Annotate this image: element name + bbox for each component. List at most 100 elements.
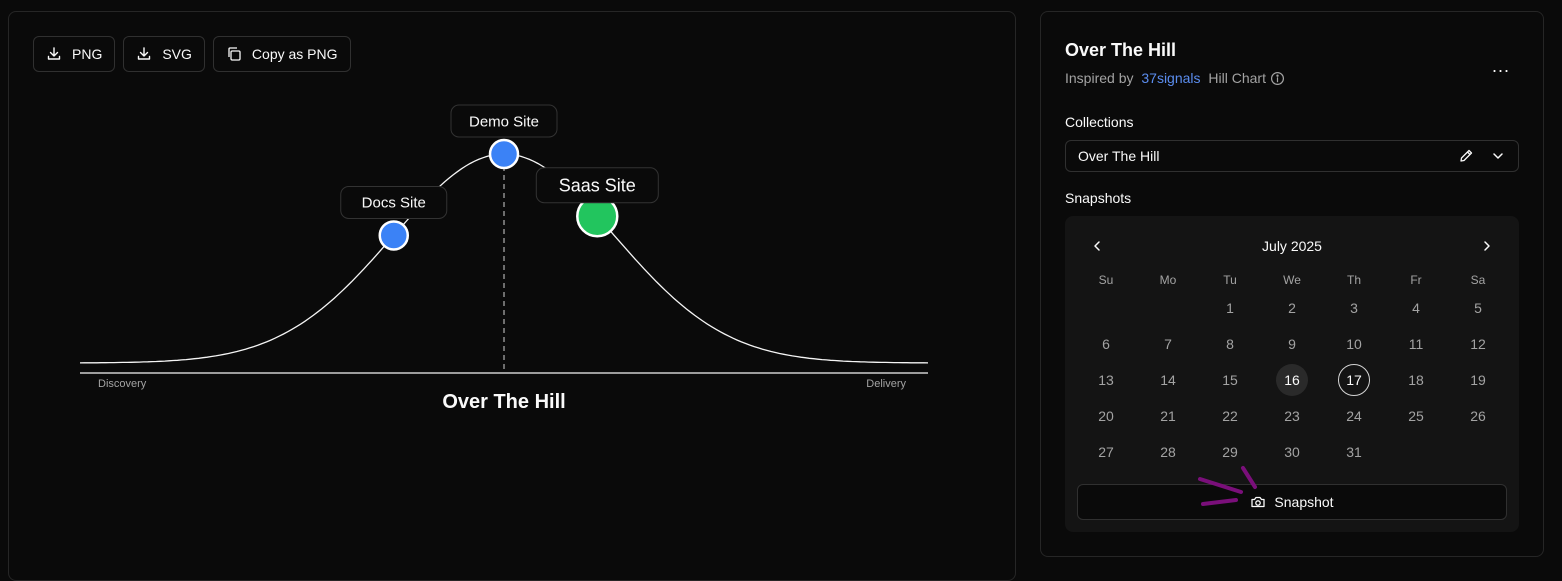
discovery-label: Discovery xyxy=(98,378,147,390)
calendar-cell: 12 xyxy=(1447,328,1509,360)
weekday-label: Tu xyxy=(1223,273,1237,287)
hill-point[interactable]: Saas Site xyxy=(535,167,659,238)
calendar-day[interactable]: 7 xyxy=(1164,336,1172,352)
calendar-cell: 10 xyxy=(1323,328,1385,360)
download-icon xyxy=(138,47,151,60)
calendar-cell: 6 xyxy=(1075,328,1137,360)
hill-point-marker[interactable] xyxy=(378,220,410,251)
calendar-cell: 1 xyxy=(1199,292,1261,324)
pencil-icon[interactable] xyxy=(1458,148,1474,164)
calendar-day[interactable]: 27 xyxy=(1098,444,1114,460)
calendar-month: July 2025 xyxy=(1262,238,1322,254)
png-label: PNG xyxy=(72,46,103,62)
calendar-day[interactable]: 5 xyxy=(1474,300,1482,316)
collection-value: Over The Hill xyxy=(1078,148,1160,164)
export-toolbar: PNG SVG Copy as PNG xyxy=(33,36,351,72)
chevron-left-icon[interactable] xyxy=(1089,238,1105,254)
calendar-day[interactable]: 14 xyxy=(1160,372,1176,388)
weekday-label: Fr xyxy=(1410,273,1422,287)
calendar-day[interactable]: 19 xyxy=(1470,372,1486,388)
collection-select[interactable]: Over The Hill xyxy=(1065,140,1519,172)
svg-label: SVG xyxy=(162,46,192,62)
calendar-cell: 24 xyxy=(1323,400,1385,432)
hill-point-label: Docs Site xyxy=(362,195,426,212)
calendar-cell: 20 xyxy=(1075,400,1137,432)
chart-panel: PNG SVG Copy as PNG Docs Site Demo Site Sa… xyxy=(8,11,1016,581)
calendar-cell: 15 xyxy=(1199,364,1261,396)
calendar-week: 13 14 15 16 17 18 19 xyxy=(1075,362,1509,398)
more-options-button[interactable]: ... xyxy=(1487,52,1515,80)
weekday-label: Mo xyxy=(1159,273,1177,287)
calendar-cell: 14 xyxy=(1137,364,1199,396)
hill-point-label-box xyxy=(340,185,448,219)
calendar-cell: 30 xyxy=(1261,436,1323,468)
calendar-day[interactable]: 8 xyxy=(1226,336,1234,352)
calendar-day[interactable]: 29 xyxy=(1222,444,1238,460)
calendar-cell: 13 xyxy=(1075,364,1137,396)
calendar-day[interactable]: 17 xyxy=(1338,364,1370,396)
calendar-cell: 22 xyxy=(1199,400,1261,432)
annotation-stroke xyxy=(1241,466,1257,489)
weekday-label: We xyxy=(1283,273,1301,287)
calendar-day[interactable]: 12 xyxy=(1470,336,1486,352)
calendar-cell: 5 xyxy=(1447,292,1509,324)
collections-label: Collections xyxy=(1065,114,1134,130)
37signals-link[interactable]: 37signals xyxy=(1141,70,1201,86)
download-icon xyxy=(47,47,61,60)
chevron-right-icon[interactable] xyxy=(1479,238,1495,254)
calendar-day[interactable]: 23 xyxy=(1284,408,1300,424)
calendar-cell: 2 xyxy=(1261,292,1323,324)
calendar-day[interactable]: 11 xyxy=(1408,336,1424,352)
calendar-cell: 28 xyxy=(1137,436,1199,468)
settings-panel: Over The Hill Inspired by 37signals Hill… xyxy=(1040,11,1544,557)
calendar-cell: 21 xyxy=(1137,400,1199,432)
calendar-day[interactable]: 31 xyxy=(1346,444,1362,460)
calendar-cell: 11 xyxy=(1385,328,1447,360)
calendar-day[interactable]: 21 xyxy=(1160,408,1176,424)
download-png-button[interactable]: PNG xyxy=(33,36,116,72)
chevron-down-icon[interactable] xyxy=(1490,148,1506,164)
calendar-day[interactable]: 10 xyxy=(1346,336,1362,352)
calendar-day[interactable]: 28 xyxy=(1160,444,1176,460)
calendar-day[interactable]: 30 xyxy=(1284,444,1300,460)
calendar-week: 27 28 29 30 31 xyxy=(1075,434,1509,470)
weekday-label: Su xyxy=(1098,273,1114,287)
calendar-cell: 3 xyxy=(1323,292,1385,324)
calendar-day[interactable]: 26 xyxy=(1470,408,1486,424)
subtitle-prefix: Inspired by xyxy=(1065,70,1138,86)
calendar-day[interactable]: 18 xyxy=(1408,372,1424,388)
calendar-cell: 4 xyxy=(1385,292,1447,324)
snapshot-button[interactable]: Snapshot xyxy=(1077,484,1507,520)
calendar-day[interactable]: 16 xyxy=(1276,364,1308,396)
chart-title: Over The Hill xyxy=(442,391,565,413)
calendar-day[interactable]: 24 xyxy=(1346,408,1362,424)
calendar-day[interactable]: 6 xyxy=(1102,336,1110,352)
hill-point-marker[interactable] xyxy=(488,138,520,170)
calendar-day[interactable]: 13 xyxy=(1098,372,1114,388)
calendar-day[interactable]: 15 xyxy=(1222,372,1238,388)
panel-title: Over The Hill xyxy=(1065,40,1177,60)
copy-icon xyxy=(228,47,241,61)
calendar-day[interactable]: 3 xyxy=(1350,300,1358,316)
camera-icon xyxy=(1251,496,1266,508)
info-icon[interactable] xyxy=(1270,71,1285,86)
calendar: July 2025 Su Mo Tu We Th Fr Sa 1 2 3 4 5 6 7 8 9 10 11 12 1… xyxy=(1065,216,1519,532)
calendar-cell: 7 xyxy=(1137,328,1199,360)
hill-chart: Docs Site Demo Site Saas Site Discovery De… xyxy=(79,104,929,413)
hill-point[interactable]: Docs Site xyxy=(340,185,448,251)
hill-point-label: Saas Site xyxy=(559,176,636,196)
calendar-cell: 8 xyxy=(1199,328,1261,360)
calendar-day[interactable]: 2 xyxy=(1288,300,1296,316)
calendar-day[interactable]: 25 xyxy=(1408,408,1424,424)
calendar-day[interactable]: 22 xyxy=(1222,408,1238,424)
click-annotation xyxy=(1198,466,1257,506)
calendar-day[interactable]: 20 xyxy=(1098,408,1114,424)
copy-as-png-button[interactable]: Copy as PNG xyxy=(212,36,351,72)
delivery-label: Delivery xyxy=(866,378,906,390)
download-svg-button[interactable]: SVG xyxy=(123,36,205,72)
hill-point[interactable]: Demo Site xyxy=(450,104,558,170)
annotation-stroke xyxy=(1201,498,1238,506)
calendar-day[interactable]: 4 xyxy=(1412,300,1420,316)
calendar-day[interactable]: 1 xyxy=(1226,300,1234,316)
calendar-day[interactable]: 9 xyxy=(1288,336,1296,352)
